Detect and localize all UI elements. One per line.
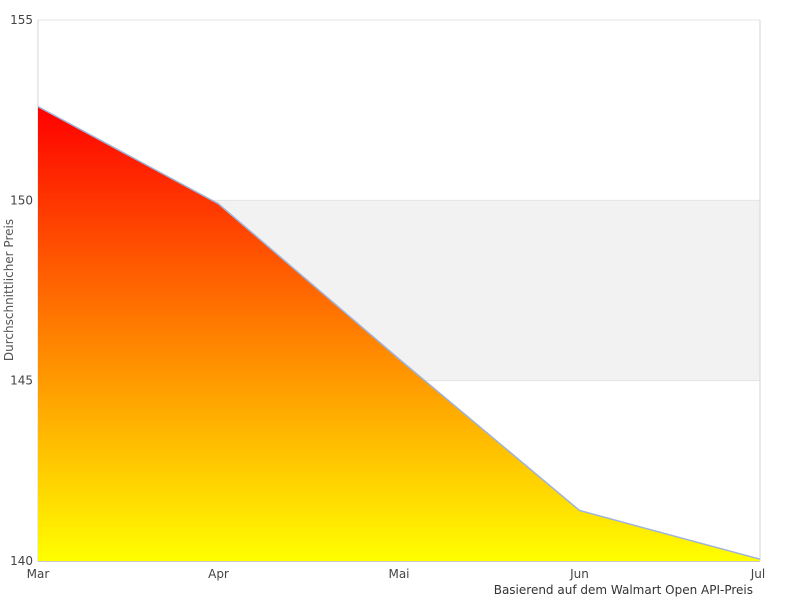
y-tick-label-145: 145 xyxy=(10,374,33,388)
area-series-line xyxy=(37,105,761,560)
x-axis-labels: Mar Apr Mai Jun Jul xyxy=(27,567,766,581)
y-tick-label-140: 140 xyxy=(10,554,33,568)
x-tick-label-Jun: Jun xyxy=(569,567,589,581)
x-tick-label-Mai: Mai xyxy=(388,567,409,581)
y-tick-label-155: 155 xyxy=(10,13,33,27)
area-series-fill xyxy=(38,106,760,561)
y-axis-title: Durchschnittlicher Preis xyxy=(2,219,16,361)
chart-caption: Basierend auf dem Walmart Open API-Preis xyxy=(494,583,753,597)
x-tick-label-Mar: Mar xyxy=(27,567,50,581)
y-axis-labels: 140 145 150 155 xyxy=(10,13,33,568)
x-tick-label-Jul: Jul xyxy=(750,567,765,581)
x-tick-label-Apr: Apr xyxy=(208,567,229,581)
y-tick-label-150: 150 xyxy=(10,193,33,207)
